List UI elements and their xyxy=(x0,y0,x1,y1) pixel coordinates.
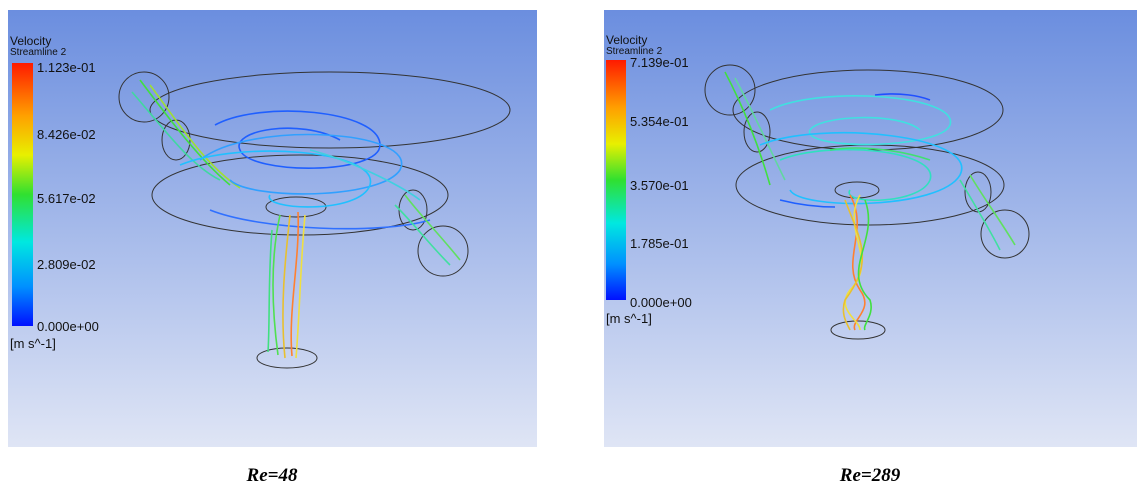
legend-label: 1.123e-01 xyxy=(37,60,96,75)
legend-subtitle: Streamline 2 xyxy=(10,47,67,58)
legend-unit: [m s^-1] xyxy=(10,336,56,351)
legend-title: Velocity xyxy=(606,33,647,47)
legend-label: 3.570e-01 xyxy=(630,178,689,193)
panel: Velocity Streamline 2 7.139e-01 5.354e-0… xyxy=(604,10,1137,486)
page: {"panels": [ {"legend_title": "Velocity"… xyxy=(0,0,1145,491)
panel-background xyxy=(8,10,537,447)
legend-label: 0.000e+00 xyxy=(37,319,99,334)
legend-label: 7.139e-01 xyxy=(630,55,689,70)
colorbar xyxy=(12,63,33,326)
legend-label: 5.617e-02 xyxy=(37,191,96,206)
figure: Velocity Streamline 2 1.123e-01 8.426e-0… xyxy=(0,0,1145,491)
colorbar xyxy=(606,60,626,300)
caption: Re=48 xyxy=(246,465,298,486)
caption: Re=289 xyxy=(839,465,901,486)
legend-title: Velocity xyxy=(10,34,51,48)
legend-unit: [m s^-1] xyxy=(606,311,652,326)
legend-label: 5.354e-01 xyxy=(630,114,689,129)
panel-background xyxy=(604,10,1137,447)
legend-label: 1.785e-01 xyxy=(630,236,689,251)
legend-label: 2.809e-02 xyxy=(37,257,96,272)
panel: Velocity Streamline 2 1.123e-01 8.426e-0… xyxy=(8,10,537,486)
legend-label: 8.426e-02 xyxy=(37,127,96,142)
legend-label: 0.000e+00 xyxy=(630,295,692,310)
